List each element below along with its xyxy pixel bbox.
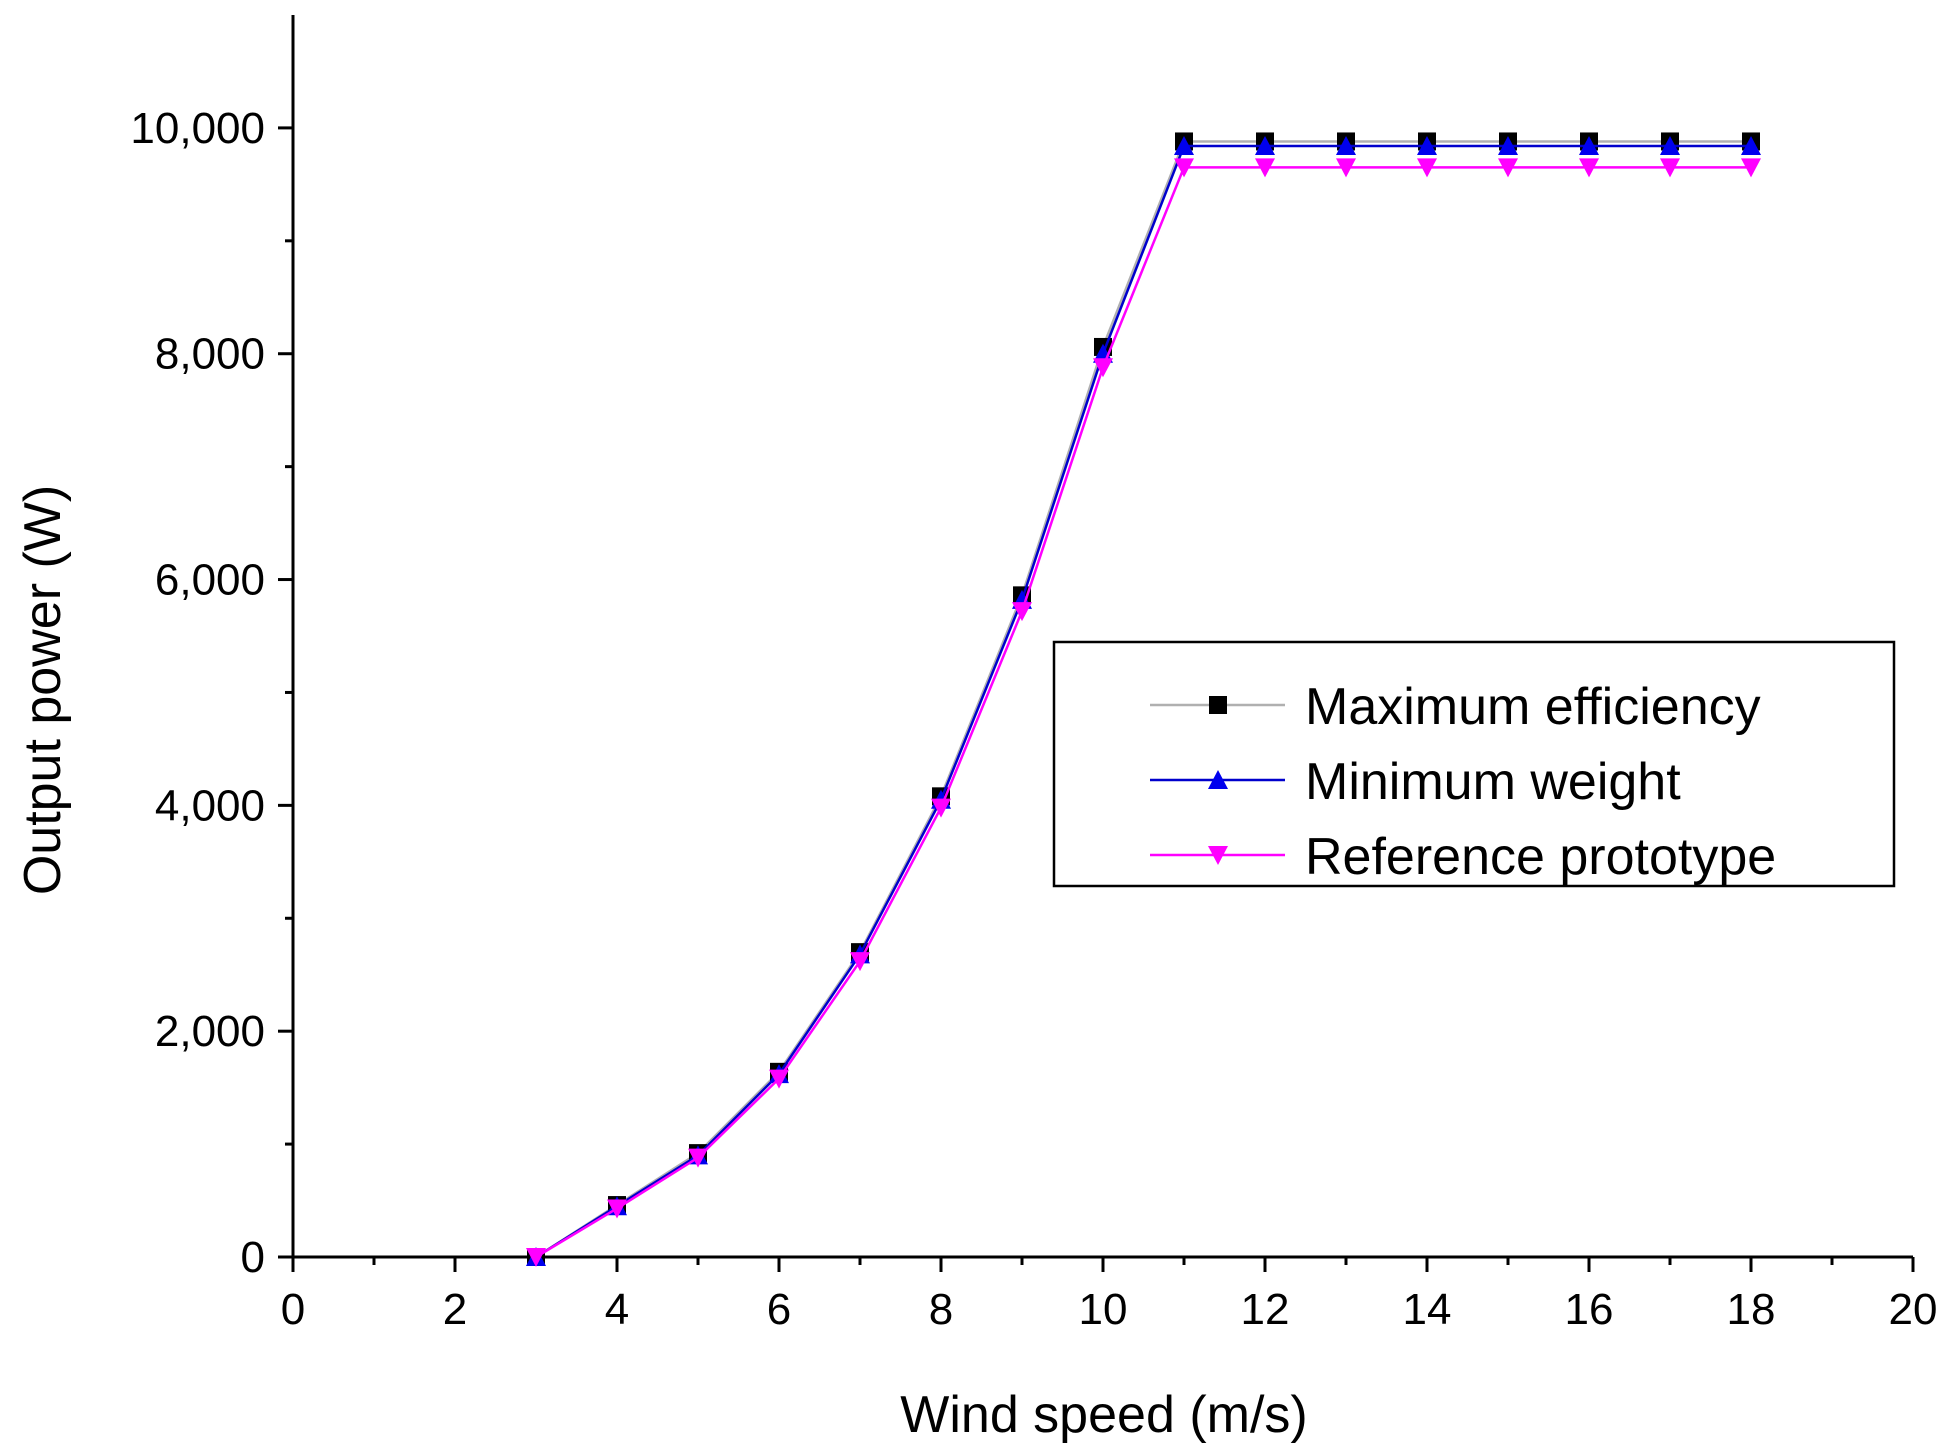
y-tick-label: 6,000 xyxy=(155,556,265,605)
data-point xyxy=(1336,135,1356,155)
data-point xyxy=(1498,158,1518,178)
data-point xyxy=(1660,135,1680,155)
series-line xyxy=(535,144,1751,1259)
x-tick-label: 18 xyxy=(1727,1285,1776,1334)
x-axis-title: Wind speed (m/s) xyxy=(900,1386,1307,1444)
legend: Maximum efficiency Minimum weight Referenc… xyxy=(1052,640,1896,888)
x-tick-label: 12 xyxy=(1241,1285,1290,1334)
series-reference-prototype xyxy=(526,158,1761,1267)
series-line xyxy=(535,166,1751,1259)
data-point xyxy=(769,1069,789,1089)
y-tick-label: 2,000 xyxy=(155,1007,265,1056)
legend-label: Reference prototype xyxy=(1305,828,1776,886)
data-point xyxy=(1174,158,1194,178)
data-point xyxy=(1741,158,1761,178)
data-point xyxy=(1741,135,1761,155)
x-tick-label: 6 xyxy=(767,1285,791,1334)
x-tick-label: 4 xyxy=(605,1285,629,1334)
legend-label: Maximum efficiency xyxy=(1305,678,1761,736)
data-point xyxy=(1255,158,1275,178)
x-tick-label: 10 xyxy=(1079,1285,1128,1334)
legend-marker xyxy=(1208,770,1228,789)
data-point xyxy=(1012,602,1032,622)
x-tick-label: 20 xyxy=(1889,1285,1938,1334)
legend-item: Minimum weight xyxy=(1150,753,1681,811)
y-tick-label: 0 xyxy=(241,1233,265,1282)
data-point xyxy=(1174,135,1194,155)
data-point xyxy=(1093,358,1113,378)
data-point xyxy=(1255,135,1275,155)
data-point xyxy=(526,1248,546,1267)
x-tick-label: 14 xyxy=(1403,1285,1452,1334)
data-point xyxy=(1579,135,1599,155)
y-tick-label: 4,000 xyxy=(155,781,265,830)
legend-item: Maximum efficiency xyxy=(1150,678,1761,736)
data-point xyxy=(1498,135,1518,155)
series-line xyxy=(535,140,1751,1259)
legend-marker xyxy=(1209,696,1227,714)
data-point xyxy=(931,798,951,818)
legend-item: Reference prototype xyxy=(1150,828,1776,886)
y-axis-title: Output power (W) xyxy=(14,485,72,895)
x-tick-label: 0 xyxy=(281,1285,305,1334)
data-point xyxy=(1417,135,1437,155)
legend-box xyxy=(1052,640,1896,888)
data-point xyxy=(607,1199,627,1219)
data-point xyxy=(688,1148,708,1168)
data-point xyxy=(1417,158,1437,178)
data-point xyxy=(850,952,870,972)
series-layer xyxy=(526,132,1761,1267)
axes: 0 2 4 6 8 10 12 14 16 18 20 0 2,000 4,000 6,000 8,000 10… xyxy=(130,15,1937,1334)
legend-marker xyxy=(1208,846,1228,865)
y-tick-label: 10,000 xyxy=(130,104,265,153)
x-tick-label: 16 xyxy=(1565,1285,1614,1334)
data-point xyxy=(1660,158,1680,178)
x-tick-label: 2 xyxy=(443,1285,467,1334)
x-tick-label: 8 xyxy=(929,1285,953,1334)
data-point xyxy=(1336,158,1356,178)
y-tick-label: 8,000 xyxy=(155,330,265,379)
data-point xyxy=(1579,158,1599,178)
legend-label: Minimum weight xyxy=(1305,753,1681,811)
